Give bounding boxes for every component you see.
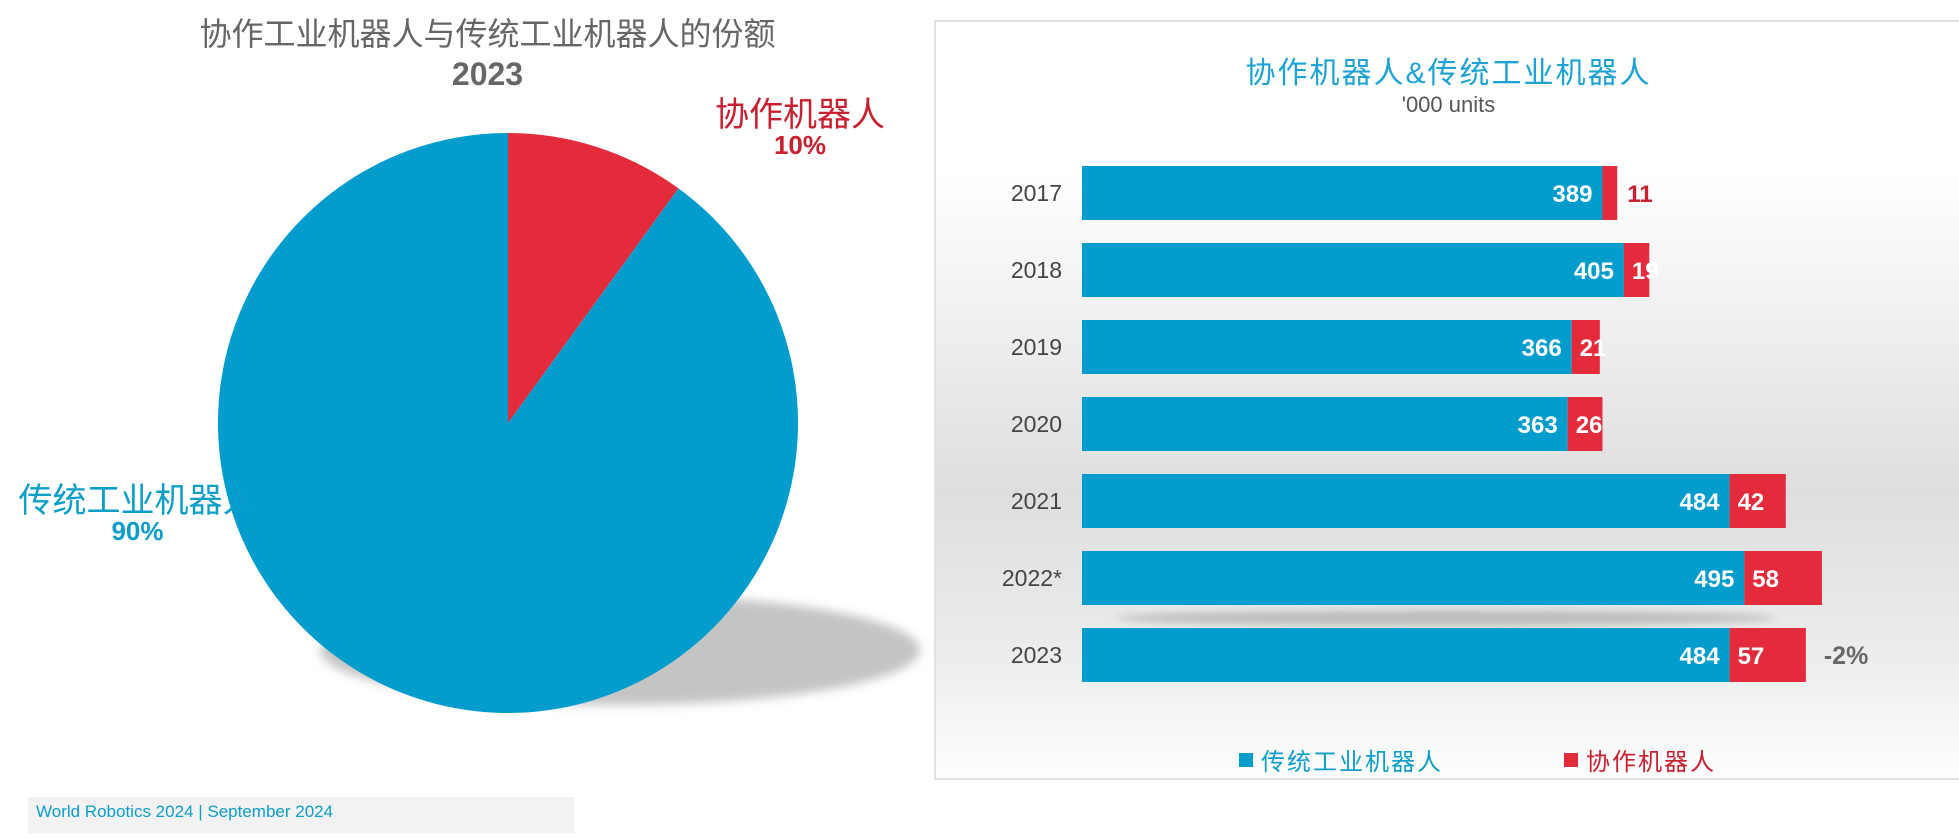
- pie-label-cobot: 协作机器人 10%: [700, 96, 900, 160]
- bar-traditional-2018: [1082, 243, 1624, 297]
- legend-item-traditional: 传统工业机器人: [1239, 742, 1443, 777]
- y-tick-label: 2020: [1011, 411, 1062, 437]
- pie-label-cobot-name: 协作机器人: [715, 96, 885, 134]
- y-tick-label: 2021: [1011, 488, 1062, 514]
- legend-swatch-traditional: [1239, 752, 1253, 767]
- bar-cobot-2021: [1729, 474, 1786, 528]
- bar-traditional-2022*: [1082, 551, 1745, 605]
- legend-item-cobot: 协作机器人: [1564, 742, 1716, 777]
- pie-slice-traditional: [217, 133, 798, 713]
- bar-cobot-2023: [1729, 628, 1806, 682]
- y-tick-label: 2023: [1011, 642, 1062, 668]
- data-label-cobot: 42: [1738, 489, 1765, 516]
- bar-cobot-2020: [1567, 397, 1603, 451]
- data-label-traditional: 363: [1518, 412, 1558, 439]
- bar-title: 协作机器人&传统工业机器人: [1245, 57, 1652, 90]
- bar-shadow: [1116, 610, 1776, 626]
- data-label-traditional: 405: [1574, 258, 1614, 285]
- pie-label-traditional-name: 传统工业机器人: [18, 482, 257, 520]
- pie-chart: [217, 133, 920, 713]
- bar-traditional-2021: [1082, 474, 1730, 528]
- pie-label-traditional-pct: 90%: [111, 516, 164, 546]
- pie-title-year: 2023: [451, 56, 524, 92]
- legend-swatch-cobot: [1564, 752, 1578, 767]
- y-tick-label: 2022*: [1002, 565, 1062, 591]
- data-label-traditional: 389: [1552, 181, 1592, 208]
- pie-title: 协作工业机器人与传统工业机器人的份额 2023: [0, 14, 975, 94]
- y-tick-label: 2019: [1011, 334, 1062, 360]
- bar-traditional-2017: [1082, 166, 1603, 220]
- footer-source: World Robotics 2024 | September 2024: [28, 797, 574, 833]
- data-label-traditional: 484: [1680, 643, 1721, 670]
- pie-title-main: 协作工业机器人与传统工业机器人的份额: [199, 16, 776, 52]
- bar-cobot-2019: [1571, 320, 1600, 374]
- pie-chart-panel: 协作工业机器人与传统工业机器人的份额 2023 协作机器人 10% 传统工业机器…: [0, 0, 930, 790]
- y-tick-label: 2018: [1011, 257, 1062, 283]
- bar-subtitle: '000 units: [1401, 92, 1496, 117]
- bar-traditional-2019: [1082, 320, 1572, 374]
- bar-cobot-2022*: [1744, 551, 1822, 605]
- data-label-cobot: 19: [1632, 258, 1659, 285]
- bar-cobot-2017: [1602, 166, 1618, 220]
- data-label-traditional: 366: [1522, 335, 1562, 362]
- data-label-cobot: 57: [1738, 643, 1765, 670]
- data-label-traditional: 484: [1680, 489, 1721, 516]
- legend-label-cobot: 协作机器人: [1586, 749, 1716, 776]
- bar-cobot-2018: [1623, 243, 1650, 297]
- y-tick-label: 2017: [1011, 180, 1062, 206]
- data-label-cobot: 26: [1576, 412, 1603, 439]
- data-label-cobot: 58: [1752, 566, 1779, 593]
- bar-chart-panel: 2017 389 11 2018 405 19 2019 366 21 2020 363 26 2021…: [934, 20, 1959, 780]
- bar-chart: 2017 389 11 2018 405 19 2019 366 21 2020 363 26 2021…: [1002, 166, 1868, 682]
- data-label-traditional: 495: [1694, 566, 1734, 593]
- pie-label-traditional: 传统工业机器人 90%: [0, 482, 275, 546]
- pie-slice-cobot: [508, 133, 679, 423]
- bar-traditional-2023: [1082, 628, 1730, 682]
- data-label-cobot: 11: [1627, 181, 1652, 208]
- annotation-growth: -2%: [1824, 642, 1868, 670]
- data-label-cobot: 21: [1580, 335, 1607, 362]
- bar-traditional-2020: [1082, 397, 1568, 451]
- legend-label-traditional: 传统工业机器人: [1261, 749, 1443, 776]
- pie-label-cobot-pct: 10%: [773, 130, 827, 160]
